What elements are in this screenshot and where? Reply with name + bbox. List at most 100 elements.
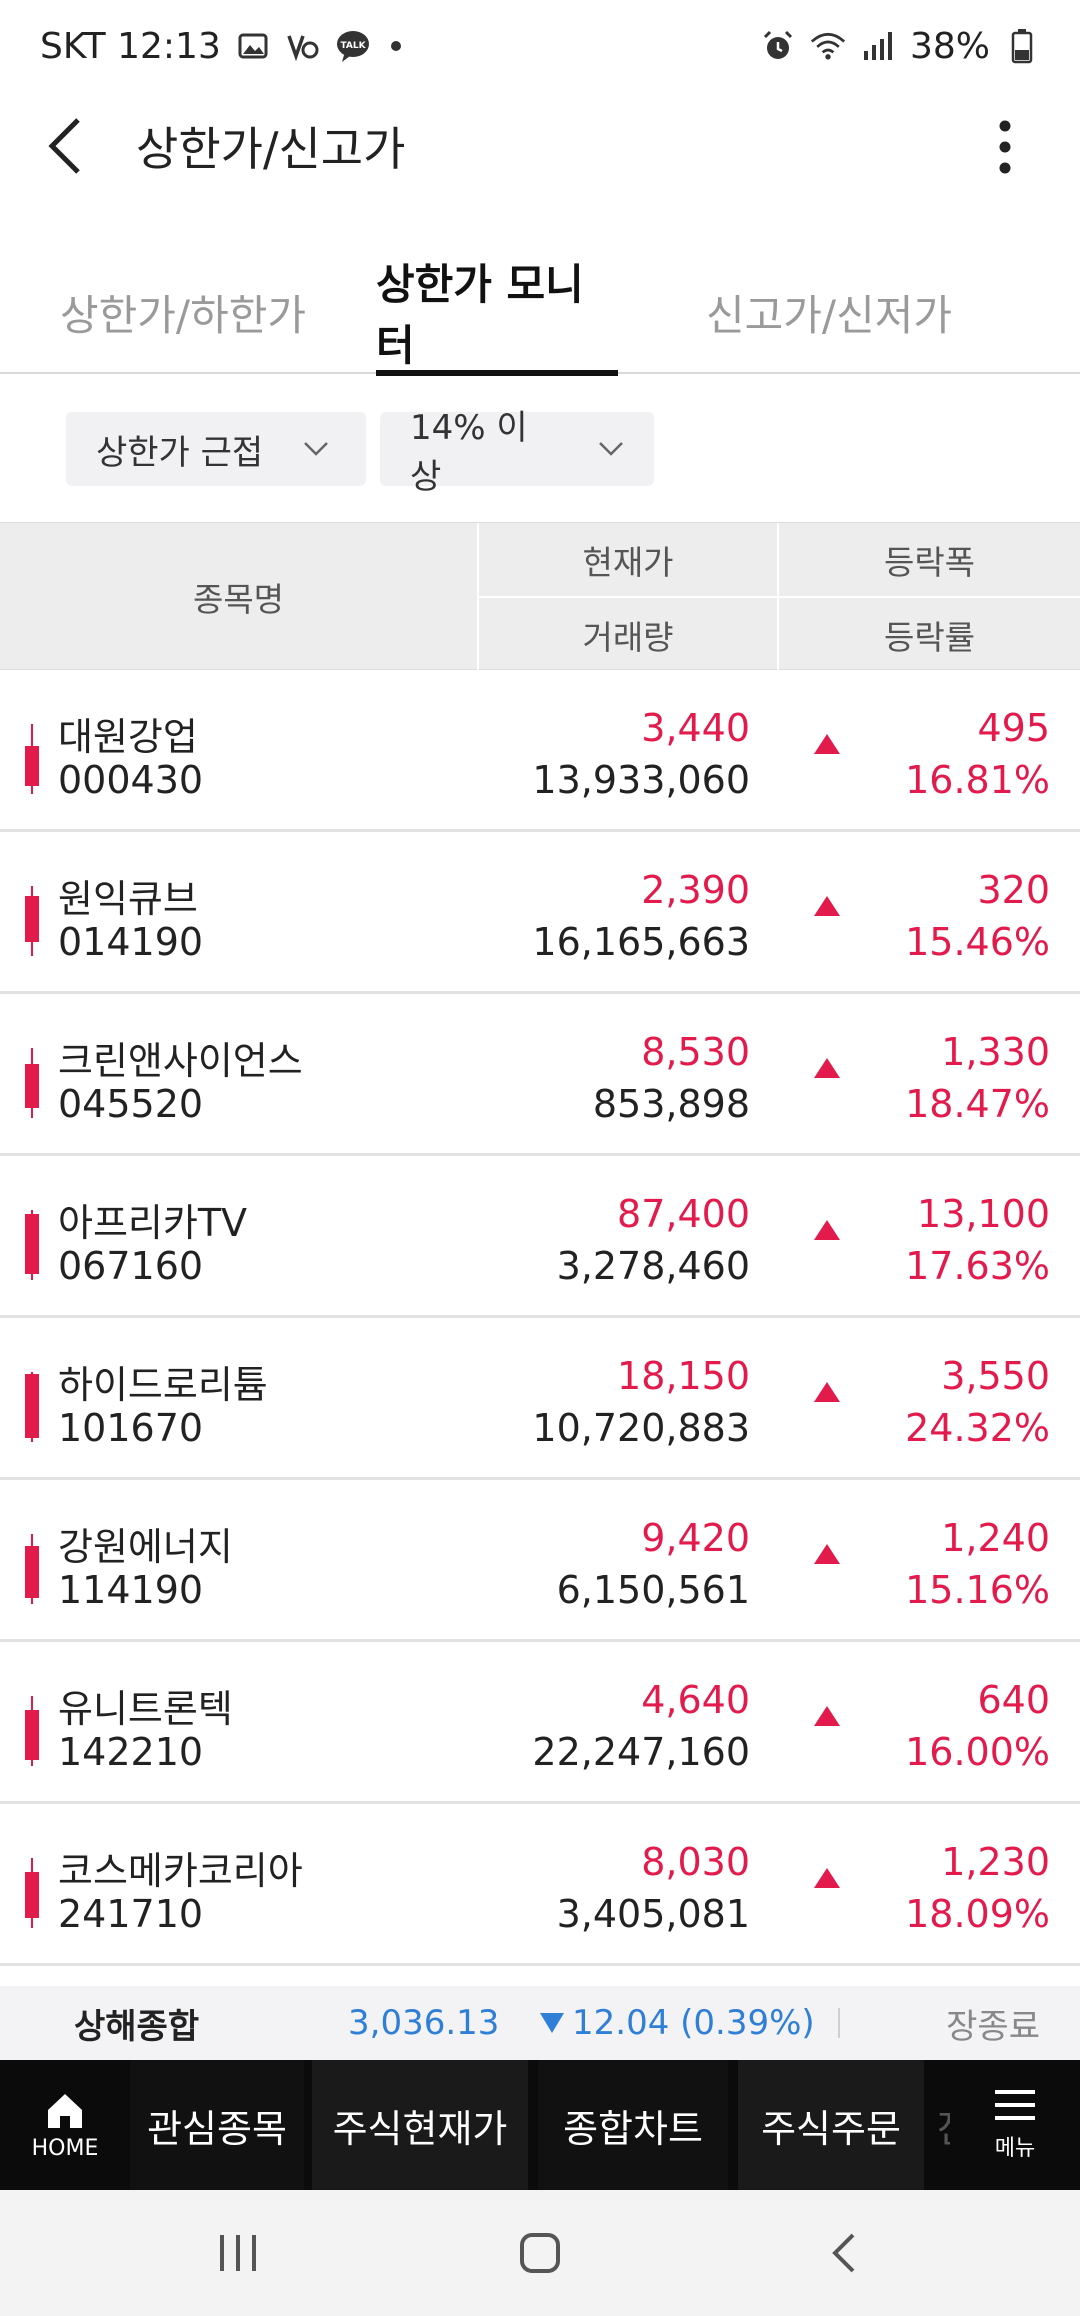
- nav-more-item[interactable]: 진: [924, 2060, 950, 2190]
- filter-dropdown-type[interactable]: 상한가 근접: [66, 412, 366, 486]
- market-status: 장종료: [946, 2006, 1040, 2047]
- tab-upper-lower-limit[interactable]: 상한가/하한가: [60, 290, 306, 340]
- quick-menu-strip: 관심종목 주식현재가 종합차트 주식주문 진: [130, 2060, 950, 2190]
- stock-code: 000430: [58, 758, 204, 802]
- tab-upper-limit-monitor[interactable]: 상한가 모니터: [376, 250, 618, 376]
- up-arrow-icon: [814, 1706, 840, 1726]
- column-header-rate[interactable]: 등락률: [883, 617, 976, 657]
- tab-new-high-low[interactable]: 신고가/신저가: [706, 290, 952, 340]
- stock-name: 강원에너지: [58, 1525, 233, 1569]
- stock-name: 하이드로리튬: [58, 1363, 268, 1407]
- table-row[interactable]: 코스메카코리아 241710 8,030 3,405,081 1,230 18.…: [0, 1804, 1080, 1966]
- back-arrow-icon: [48, 118, 80, 174]
- up-arrow-icon: [814, 1544, 840, 1564]
- current-price: 3,440: [641, 706, 750, 750]
- column-header-volume[interactable]: 거래량: [582, 617, 674, 657]
- change-rate: 24.32%: [905, 1406, 1050, 1450]
- home-circle-icon: [520, 2233, 560, 2273]
- alarm-icon: [760, 28, 796, 64]
- price-change: 495: [977, 706, 1050, 750]
- table-row[interactable]: 대원강업 000430 3,440 13,933,060 495 16.81%: [0, 670, 1080, 832]
- change-rate: 16.00%: [905, 1730, 1050, 1774]
- table-row[interactable]: 강원에너지 114190 9,420 6,150,561 1,240 15.16…: [0, 1480, 1080, 1642]
- recent-apps-button[interactable]: [208, 2223, 268, 2283]
- trade-volume: 22,247,160: [532, 1730, 750, 1774]
- price-change: 1,240: [941, 1516, 1050, 1560]
- trade-volume: 3,278,460: [556, 1244, 750, 1288]
- candle-icon: [25, 1696, 39, 1766]
- stock-code: 101670: [58, 1406, 204, 1450]
- candle-icon: [25, 724, 39, 794]
- candle-icon: [25, 1210, 39, 1280]
- status-left: SKT 12:13 TALK: [40, 26, 401, 67]
- column-header-price[interactable]: 현재가: [582, 542, 674, 582]
- change-rate: 18.09%: [905, 1892, 1050, 1936]
- battery-percent: 38%: [909, 25, 990, 67]
- back-button[interactable]: [46, 92, 136, 200]
- trade-volume: 13,933,060: [532, 758, 750, 802]
- stock-list: 대원강업 000430 3,440 13,933,060 495 16.81% …: [0, 670, 1080, 1966]
- stock-code: 241710: [58, 1892, 204, 1936]
- nav-chart[interactable]: 종합차트: [538, 2060, 728, 2190]
- status-right: 38%: [760, 26, 1040, 67]
- back-system-button[interactable]: [814, 2223, 874, 2283]
- menu-label: 메뉴: [994, 2136, 1036, 2161]
- home-label: HOME: [31, 2135, 99, 2161]
- home-button[interactable]: HOME: [0, 2060, 130, 2190]
- index-name: 상해종합: [74, 2006, 200, 2047]
- price-change: 1,230: [941, 1840, 1050, 1884]
- gallery-icon: [235, 28, 271, 64]
- table-row[interactable]: 아프리카TV 067160 87,400 3,278,460 13,100 17…: [0, 1156, 1080, 1318]
- header-divider: [477, 523, 479, 671]
- column-header-name[interactable]: 종목명: [192, 580, 285, 619]
- up-arrow-icon: [814, 896, 840, 916]
- stock-name: 유니트론텍: [58, 1687, 233, 1731]
- nav-stock-order[interactable]: 주식주문: [738, 2060, 924, 2190]
- svg-text:TALK: TALK: [340, 41, 366, 51]
- vpn-key-icon: [285, 28, 321, 64]
- status-bar: SKT 12:13 TALK 38%: [0, 0, 1080, 92]
- ticker-divider: [838, 2008, 840, 2038]
- index-change: 12.04 (0.39%): [540, 2003, 815, 2043]
- stock-code: 142210: [58, 1730, 204, 1774]
- talk-icon: TALK: [335, 28, 371, 64]
- table-row[interactable]: 크린앤사이언스 045520 8,530 853,898 1,330 18.47…: [0, 994, 1080, 1156]
- wifi-icon: [810, 28, 846, 64]
- current-price: 87,400: [617, 1192, 750, 1236]
- home-icon: [48, 2093, 82, 2128]
- up-arrow-icon: [814, 1058, 840, 1078]
- menu-button[interactable]: 메뉴: [950, 2060, 1080, 2190]
- trade-volume: 10,720,883: [532, 1406, 750, 1450]
- index-value: 3,036.13: [348, 2003, 500, 2043]
- candle-icon: [25, 1372, 39, 1442]
- battery-icon: [1004, 28, 1040, 64]
- up-arrow-icon: [814, 1220, 840, 1240]
- more-options-button[interactable]: [970, 112, 1040, 182]
- stock-name: 원익큐브: [58, 877, 198, 921]
- stock-code: 067160: [58, 1244, 204, 1288]
- change-rate: 15.46%: [905, 920, 1050, 964]
- index-ticker[interactable]: 상해종합 3,036.13 12.04 (0.39%) 장종료: [0, 1986, 1080, 2060]
- column-header-change[interactable]: 등락폭: [883, 542, 976, 582]
- candle-icon: [25, 1048, 39, 1118]
- filter-threshold-label: 14% 이상: [410, 408, 528, 497]
- home-system-button[interactable]: [510, 2223, 570, 2283]
- current-price: 9,420: [641, 1516, 750, 1560]
- carrier-time: SKT 12:13: [40, 25, 221, 67]
- nav-watchlist[interactable]: 관심종목: [130, 2060, 304, 2190]
- table-row[interactable]: 원익큐브 014190 2,390 16,165,663 320 15.46%: [0, 832, 1080, 994]
- tab-bar: 상한가/하한가 상한가 모니터 신고가/신저가: [0, 250, 1080, 376]
- price-change: 640: [977, 1678, 1050, 1722]
- nav-stock-price[interactable]: 주식현재가: [312, 2060, 528, 2190]
- table-row[interactable]: 하이드로리튬 101670 18,150 10,720,883 3,550 24…: [0, 1318, 1080, 1480]
- stock-code: 114190: [58, 1568, 204, 1612]
- back-chevron-icon: [832, 2233, 855, 2273]
- stock-code: 014190: [58, 920, 204, 964]
- stock-code: 045520: [58, 1082, 204, 1126]
- signal-icon: [860, 28, 896, 64]
- table-row[interactable]: 유니트론텍 142210 4,640 22,247,160 640 16.00%: [0, 1642, 1080, 1804]
- up-arrow-icon: [814, 1382, 840, 1402]
- current-price: 18,150: [617, 1354, 750, 1398]
- price-change: 1,330: [941, 1030, 1050, 1074]
- filter-dropdown-threshold[interactable]: 14% 이상: [380, 408, 654, 497]
